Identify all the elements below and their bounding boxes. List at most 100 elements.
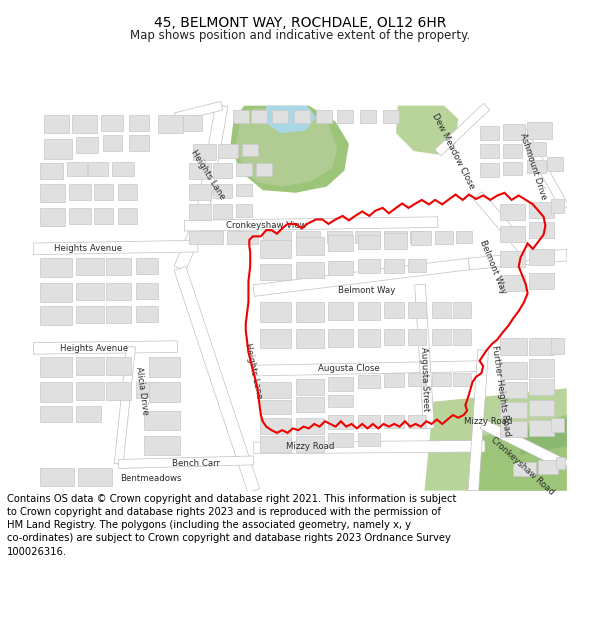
Bar [409, 329, 426, 345]
Bar [236, 184, 252, 196]
Bar [358, 302, 380, 320]
Bar [73, 116, 97, 133]
Bar [529, 419, 554, 436]
Bar [556, 457, 565, 469]
Bar [500, 204, 525, 221]
Bar [551, 418, 564, 432]
Bar [256, 164, 272, 176]
Bar [112, 162, 134, 176]
Polygon shape [396, 106, 458, 154]
Bar [136, 382, 158, 398]
Bar [551, 199, 564, 213]
Bar [260, 302, 291, 322]
Polygon shape [114, 346, 136, 464]
Text: Belmont Way: Belmont Way [478, 238, 508, 295]
Bar [431, 329, 451, 345]
Bar [296, 379, 324, 396]
Bar [189, 231, 223, 244]
Bar [385, 329, 404, 345]
Bar [40, 164, 62, 179]
Text: Cronkeyshaw View: Cronkeyshaw View [226, 221, 307, 230]
Bar [361, 110, 376, 123]
Bar [500, 338, 527, 356]
Bar [500, 226, 525, 242]
Bar [431, 373, 451, 386]
Polygon shape [236, 108, 337, 187]
Text: Alicia Drive: Alicia Drive [134, 366, 149, 416]
Bar [76, 306, 104, 324]
Bar [328, 415, 353, 429]
Bar [409, 302, 426, 318]
Bar [296, 436, 324, 451]
Bar [69, 208, 91, 224]
Bar [503, 124, 525, 141]
Polygon shape [424, 388, 567, 491]
Bar [337, 110, 353, 123]
Bar [529, 400, 554, 416]
Bar [385, 415, 404, 428]
Bar [529, 222, 554, 238]
Bar [385, 231, 407, 244]
Bar [296, 262, 324, 278]
Bar [260, 264, 291, 280]
Polygon shape [174, 213, 208, 271]
Bar [69, 184, 91, 200]
Bar [409, 415, 426, 428]
Text: 45, BELMONT WAY, ROCHDALE, OL12 6HR: 45, BELMONT WAY, ROCHDALE, OL12 6HR [154, 16, 446, 29]
Polygon shape [473, 192, 536, 261]
Bar [328, 302, 353, 320]
Polygon shape [478, 415, 567, 491]
Bar [296, 398, 324, 411]
Bar [40, 306, 71, 325]
Bar [409, 373, 426, 386]
Polygon shape [253, 258, 470, 296]
Text: Augusta Street: Augusta Street [419, 347, 430, 412]
Bar [514, 462, 536, 476]
Polygon shape [254, 361, 478, 376]
Bar [296, 238, 324, 255]
Bar [453, 302, 470, 318]
Text: Augusta Close: Augusta Close [318, 364, 380, 373]
Bar [500, 251, 525, 267]
Bar [272, 110, 287, 123]
Bar [149, 357, 180, 377]
Polygon shape [265, 106, 316, 133]
Text: Bentmeadows: Bentmeadows [120, 474, 181, 482]
Text: Further Heights Road: Further Heights Road [490, 345, 512, 437]
Bar [130, 135, 149, 151]
Bar [76, 382, 104, 400]
Bar [40, 357, 71, 377]
Bar [218, 144, 238, 158]
Bar [479, 164, 499, 177]
Bar [500, 362, 527, 379]
Polygon shape [517, 126, 569, 210]
Bar [136, 258, 158, 274]
Bar [358, 415, 380, 428]
Bar [193, 144, 215, 160]
Bar [118, 208, 137, 224]
Bar [189, 204, 211, 221]
Bar [538, 459, 558, 474]
Bar [67, 162, 86, 176]
Bar [500, 421, 527, 437]
Polygon shape [175, 101, 223, 121]
Text: Cronkeyshaw Road: Cronkeyshaw Road [489, 435, 556, 496]
Bar [189, 184, 211, 200]
Bar [40, 468, 74, 486]
Bar [529, 338, 554, 356]
Bar [385, 373, 404, 387]
Bar [503, 144, 522, 158]
Bar [358, 234, 380, 249]
Bar [149, 382, 180, 402]
Text: Ashmount Drive: Ashmount Drive [518, 132, 548, 201]
Bar [118, 184, 137, 200]
Bar [260, 329, 291, 348]
Bar [479, 126, 499, 141]
Bar [500, 276, 525, 291]
Polygon shape [469, 249, 567, 269]
Bar [385, 232, 407, 249]
Bar [76, 357, 104, 375]
Bar [328, 433, 353, 447]
Bar [296, 231, 320, 244]
Bar [40, 406, 71, 422]
